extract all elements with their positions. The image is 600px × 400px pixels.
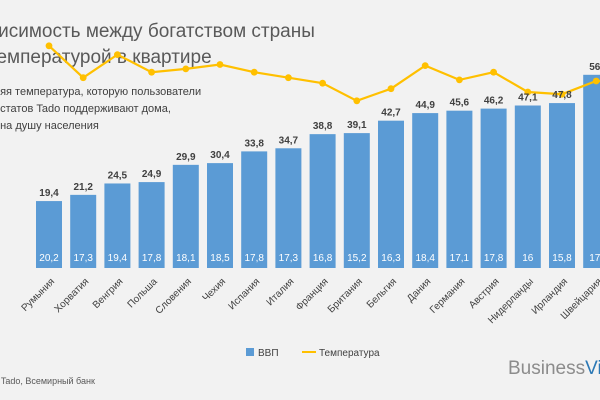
temperature-point-6: [216, 61, 224, 68]
temperature-point-7: [250, 68, 258, 76]
temperature-value-label-2: 17,3: [73, 253, 93, 264]
bar-value-label-17: 56,: [589, 62, 600, 73]
bar-value-label-11: 42,7: [381, 108, 401, 119]
temperature-value-label-14: 17,8: [484, 253, 504, 264]
bar-value-label-9: 38,8: [313, 121, 333, 132]
bar-17: [583, 74, 600, 268]
x-tick-label-14: Австрия: [467, 276, 502, 311]
temperature-point-17: [592, 77, 600, 85]
bar-value-label-4: 24,9: [142, 169, 162, 180]
bar-value-label-13: 45,6: [450, 98, 470, 109]
x-tick-label-4: Польша: [126, 276, 160, 310]
brand-logo: BusinessVi: [508, 358, 600, 380]
temperature-value-label-3: 19,4: [108, 253, 128, 264]
temperature-point-2: [79, 74, 87, 82]
x-tick-label-5: Словения: [154, 276, 194, 316]
temperature-point-8: [285, 74, 292, 82]
chart-note-line-3: I на душу населения: [0, 120, 99, 132]
bar-value-label-6: 30,4: [210, 150, 230, 161]
temperature-point-16: [558, 90, 566, 98]
temperature-point-5: [182, 65, 190, 73]
bar-value-label-15: 47,1: [518, 93, 538, 104]
bar-value-label-12: 44,9: [415, 100, 435, 111]
bar-value-label-2: 21,2: [73, 182, 93, 193]
bar-value-label-5: 29,9: [176, 152, 196, 163]
source-note: : Tado, Всемирный банк: [0, 376, 95, 386]
x-tick-label-2: Хорватия: [53, 276, 92, 315]
bar-7: [241, 151, 268, 268]
legend-label-gdp: ВВП: [258, 348, 279, 359]
x-tick-label-7: Испания: [226, 276, 262, 312]
chart-note-line-1: няя температура, которую пользователи: [0, 86, 202, 98]
bar-value-label-3: 24,5: [108, 170, 128, 181]
x-tick-label-8: Италия: [265, 276, 297, 308]
bar-value-label-14: 46,2: [484, 96, 504, 107]
temperature-point-4: [148, 68, 156, 76]
temperature-value-label-10: 15,2: [347, 253, 367, 264]
bar-value-label-1: 19,4: [39, 188, 59, 199]
x-tick-label-10: Британия: [326, 276, 365, 315]
bar-value-label-8: 34,7: [279, 135, 299, 146]
bar-5: [172, 164, 199, 268]
temperature-value-label-4: 17,8: [142, 253, 162, 264]
temperature-point-12: [421, 62, 429, 69]
temperature-value-label-16: 15,8: [552, 253, 572, 264]
temperature-value-label-1: 20,2: [39, 253, 59, 264]
bar-6: [207, 163, 233, 268]
x-tick-label-13: Германия: [428, 276, 467, 315]
bar-13: [446, 110, 473, 269]
bar-14: [480, 108, 507, 268]
temperature-point-13: [456, 76, 463, 84]
temperature-point-14: [490, 68, 497, 76]
temperature-value-label-17: 17,: [589, 253, 600, 264]
temperature-point-3: [114, 51, 121, 58]
temperature-point-1: [45, 42, 53, 50]
temperature-value-label-13: 17,1: [450, 253, 470, 264]
temperature-value-label-5: 18,1: [176, 253, 196, 264]
bar-value-label-10: 39,1: [347, 120, 367, 131]
temperature-point-11: [387, 85, 395, 93]
legend-label-temperature: Температура: [319, 348, 380, 359]
chart-note-line-2: остатов Tado поддерживают дома,: [0, 103, 171, 115]
chart-title-line-2: температурой в квартире: [0, 47, 212, 68]
bar-16: [549, 103, 575, 268]
temperature-value-label-7: 17,8: [244, 253, 264, 264]
bar-15: [514, 105, 541, 268]
x-tick-label-1: Румыния: [20, 276, 58, 314]
temperature-point-15: [524, 88, 532, 96]
chart-title-line-1: висимость между богатством страны: [0, 21, 315, 42]
bar-10: [343, 133, 370, 268]
brand-part-1: Business: [508, 358, 586, 379]
temperature-line: [48, 44, 600, 102]
bar-8: [275, 148, 302, 268]
temperature-point-10: [353, 97, 361, 105]
bar-1: [36, 201, 62, 268]
x-tick-label-6: Чехия: [201, 276, 229, 304]
temperature-value-label-9: 16,8: [313, 253, 333, 264]
bar-12: [412, 113, 439, 268]
bar-value-label-16: 47,8: [552, 90, 572, 101]
x-tick-label-3: Венгрия: [91, 276, 126, 311]
temperature-value-label-15: 16: [522, 253, 534, 264]
brand-part-2: Vi: [585, 358, 600, 379]
temperature-value-label-12: 18,4: [415, 253, 435, 264]
temperature-value-label-8: 17,3: [279, 253, 299, 264]
x-tick-label-12: Дания: [405, 276, 433, 304]
x-tick-label-11: Бельгия: [365, 276, 399, 310]
temperature-value-label-11: 16,3: [381, 253, 401, 264]
bar-4: [138, 182, 165, 268]
bar-value-label-7: 33,8: [244, 138, 264, 149]
bar-3: [104, 183, 131, 268]
bar-2: [70, 194, 97, 268]
temperature-point-9: [319, 79, 326, 87]
legend-swatch-gdp: [246, 348, 254, 356]
bar-11: [378, 120, 404, 268]
bar-9: [309, 134, 336, 268]
temperature-value-label-6: 18,5: [210, 253, 230, 264]
